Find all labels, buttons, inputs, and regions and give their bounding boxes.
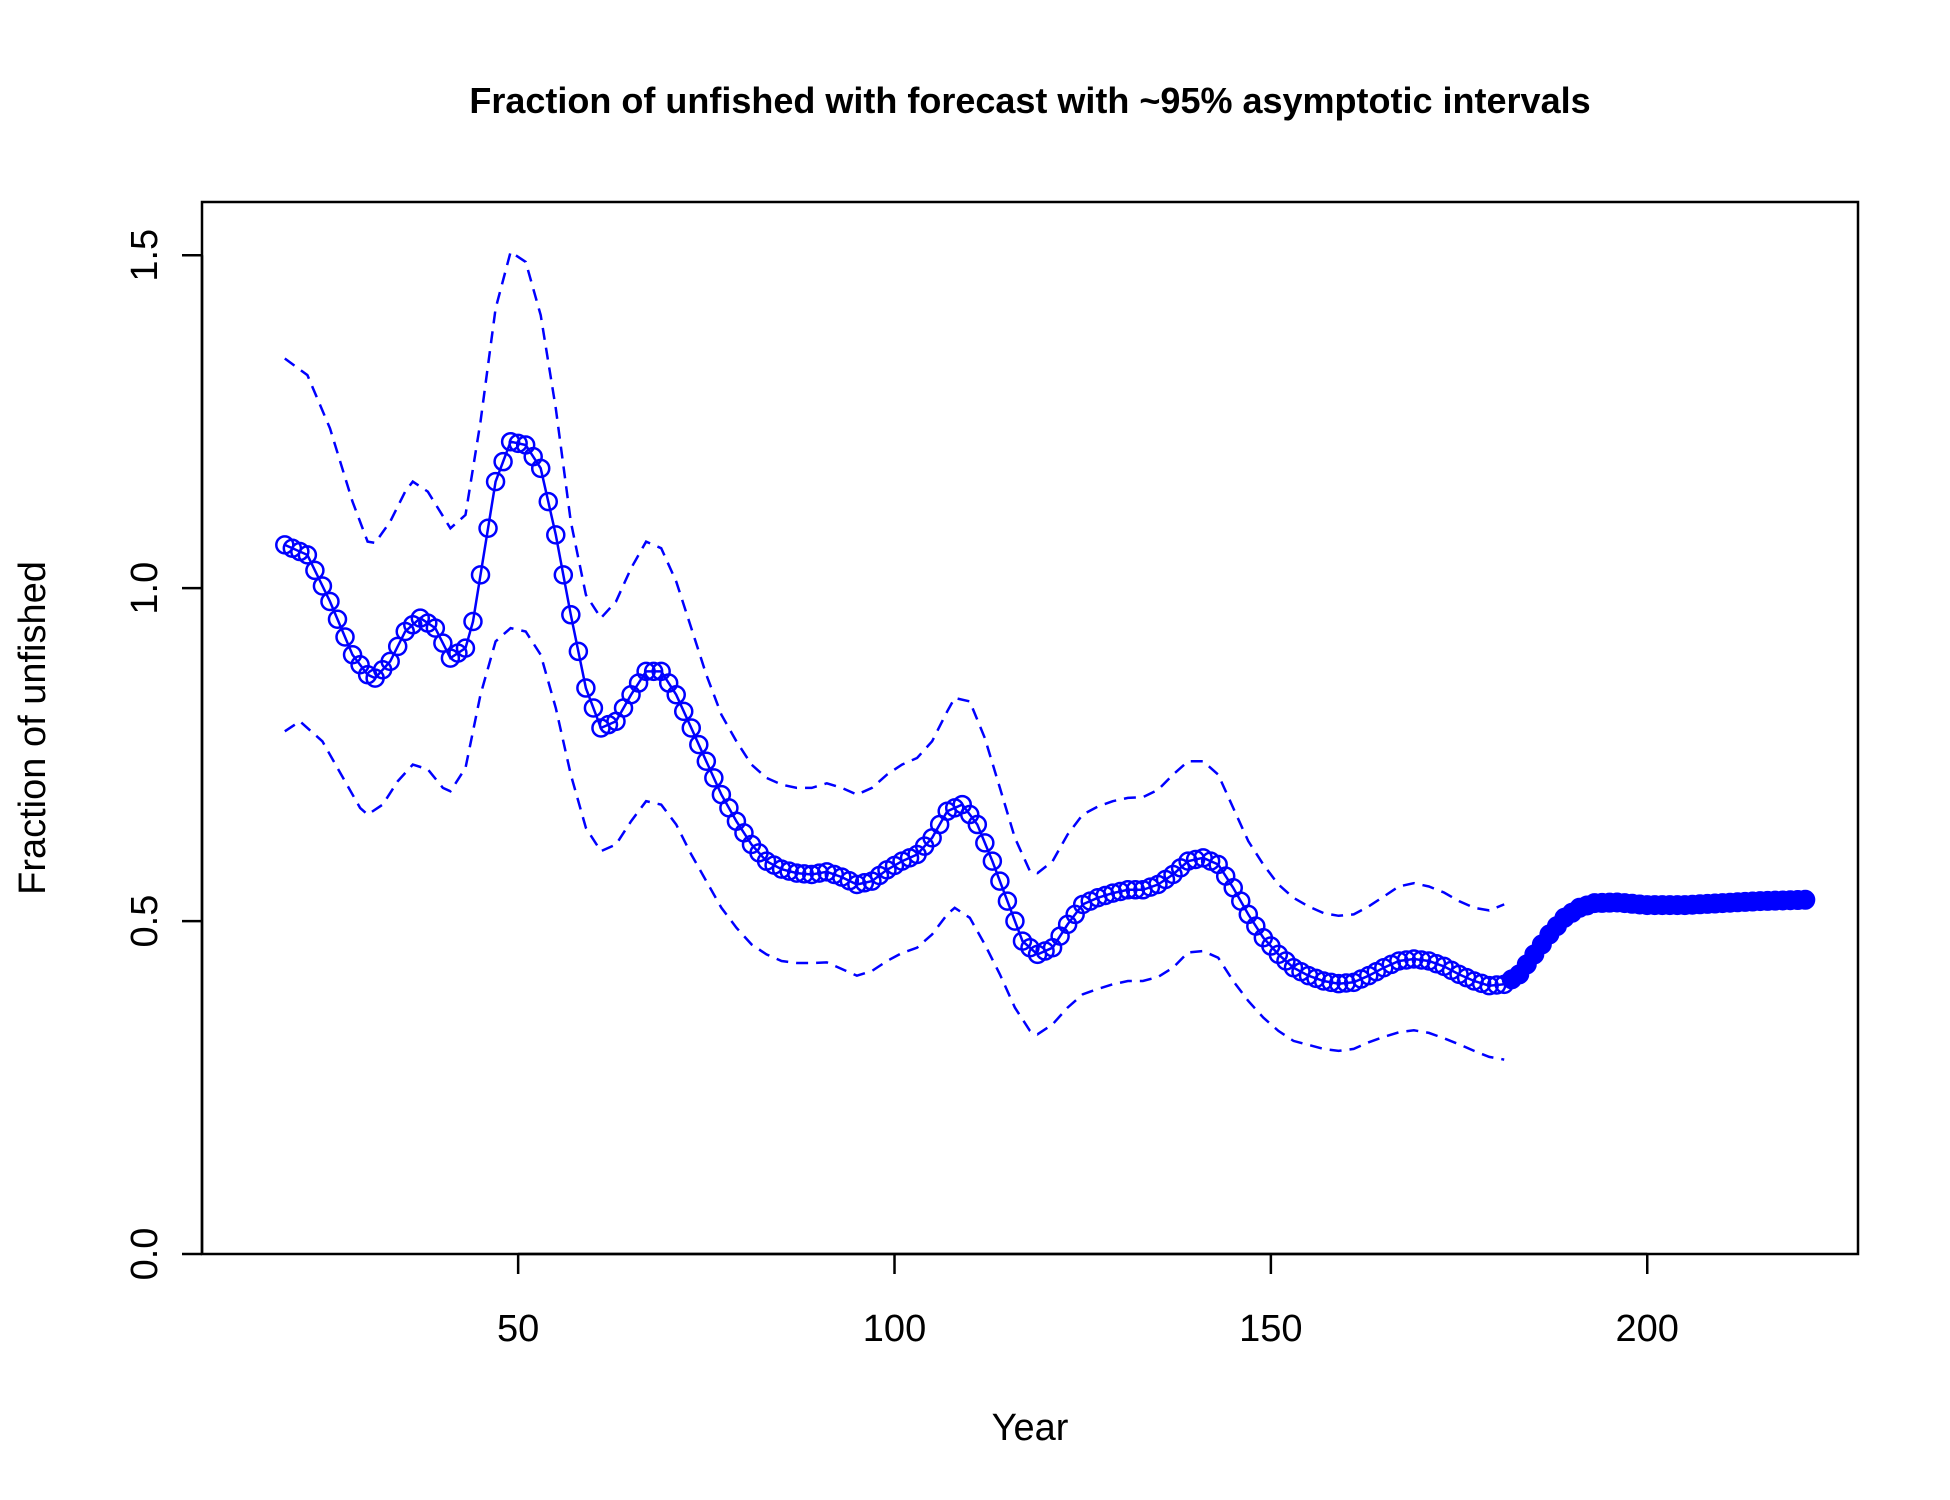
y-tick-label: 0.0 <box>124 1228 166 1281</box>
estimate-point <box>801 864 822 885</box>
y-axis-label: Fraction of unfished <box>12 561 54 895</box>
estimate-point <box>546 525 566 545</box>
estimate-point <box>470 565 491 585</box>
estimate-point <box>673 701 694 722</box>
y-tick-label: 1.5 <box>124 229 166 282</box>
estimate-point <box>982 851 1003 871</box>
estimate-point <box>1479 975 1499 996</box>
estimate-point <box>493 451 513 472</box>
estimate-point <box>576 678 596 698</box>
estimate-point <box>478 518 498 539</box>
x-axis: 50 100 150 200 <box>497 1252 1679 1350</box>
estimate-point <box>786 863 807 883</box>
estimate-point <box>305 560 325 581</box>
estimate-point <box>1328 973 1349 994</box>
estimate-point <box>854 873 875 893</box>
estimate-point <box>975 833 995 853</box>
estimate-point <box>425 618 446 638</box>
estimate-point <box>297 545 318 565</box>
estimate-point <box>1125 880 1146 900</box>
estimate-point <box>583 698 604 718</box>
y-tick-label: 0.5 <box>124 895 166 948</box>
estimate-point <box>967 814 988 835</box>
estimate-point <box>455 638 476 658</box>
estimate-point <box>538 491 559 512</box>
estimate-point <box>689 734 709 755</box>
estimate-point <box>1118 880 1138 900</box>
estimate-point <box>553 565 574 585</box>
estimate-point <box>666 684 686 705</box>
estimate-point <box>1321 972 1341 993</box>
series-layer <box>275 249 1816 1061</box>
estimate-point <box>508 433 528 454</box>
forecast-point <box>1795 889 1816 910</box>
estimate-point <box>997 891 1018 911</box>
estimate-point <box>704 768 724 788</box>
x-tick-label: 200 <box>1616 1308 1679 1350</box>
x-tick-label: 50 <box>497 1308 539 1350</box>
estimate-points <box>275 431 1514 996</box>
estimate-point <box>1313 971 1334 991</box>
estimate-point <box>387 636 408 657</box>
plot-frame <box>200 200 1860 1256</box>
x-tick-label: 150 <box>1239 1308 1302 1350</box>
estimate-point <box>1389 951 1409 971</box>
estimate-point <box>312 576 333 596</box>
estimate-point <box>636 661 656 682</box>
estimate-line <box>284 440 1505 987</box>
estimate-point <box>1110 881 1131 902</box>
estimate-point <box>794 864 814 884</box>
estimate-point <box>433 633 453 653</box>
estimate-point <box>335 627 355 647</box>
estimate-point <box>779 861 799 881</box>
estimate-point <box>990 871 1010 891</box>
estimate-point <box>485 471 506 492</box>
estimate-point <box>1185 849 1206 870</box>
estimate-point <box>696 751 717 772</box>
estimate-point <box>568 641 589 662</box>
forecast-points <box>1501 889 1816 990</box>
x-tick-label: 100 <box>863 1308 926 1350</box>
estimate-point <box>1396 950 1417 970</box>
estimate-point <box>643 661 664 682</box>
estimate-point <box>327 609 348 629</box>
estimate-point <box>561 605 581 625</box>
estimate-point <box>463 611 483 632</box>
estimate-point <box>380 651 400 672</box>
y-axis: 0.0 0.5 1.0 1.5 <box>124 229 204 1281</box>
chart-title: Fraction of unfished with forecast with … <box>469 80 1590 121</box>
estimate-point <box>320 591 340 612</box>
estimate-point <box>681 718 702 738</box>
estimate-point <box>530 458 551 479</box>
lower-interval-line <box>284 626 1505 1061</box>
estimate-point <box>809 863 829 883</box>
y-tick-label: 1.0 <box>124 562 166 615</box>
x-axis-label: Year <box>992 1407 1069 1449</box>
estimate-point <box>1404 949 1424 969</box>
upper-interval-line <box>284 249 1505 918</box>
estimate-point <box>1005 911 1025 931</box>
